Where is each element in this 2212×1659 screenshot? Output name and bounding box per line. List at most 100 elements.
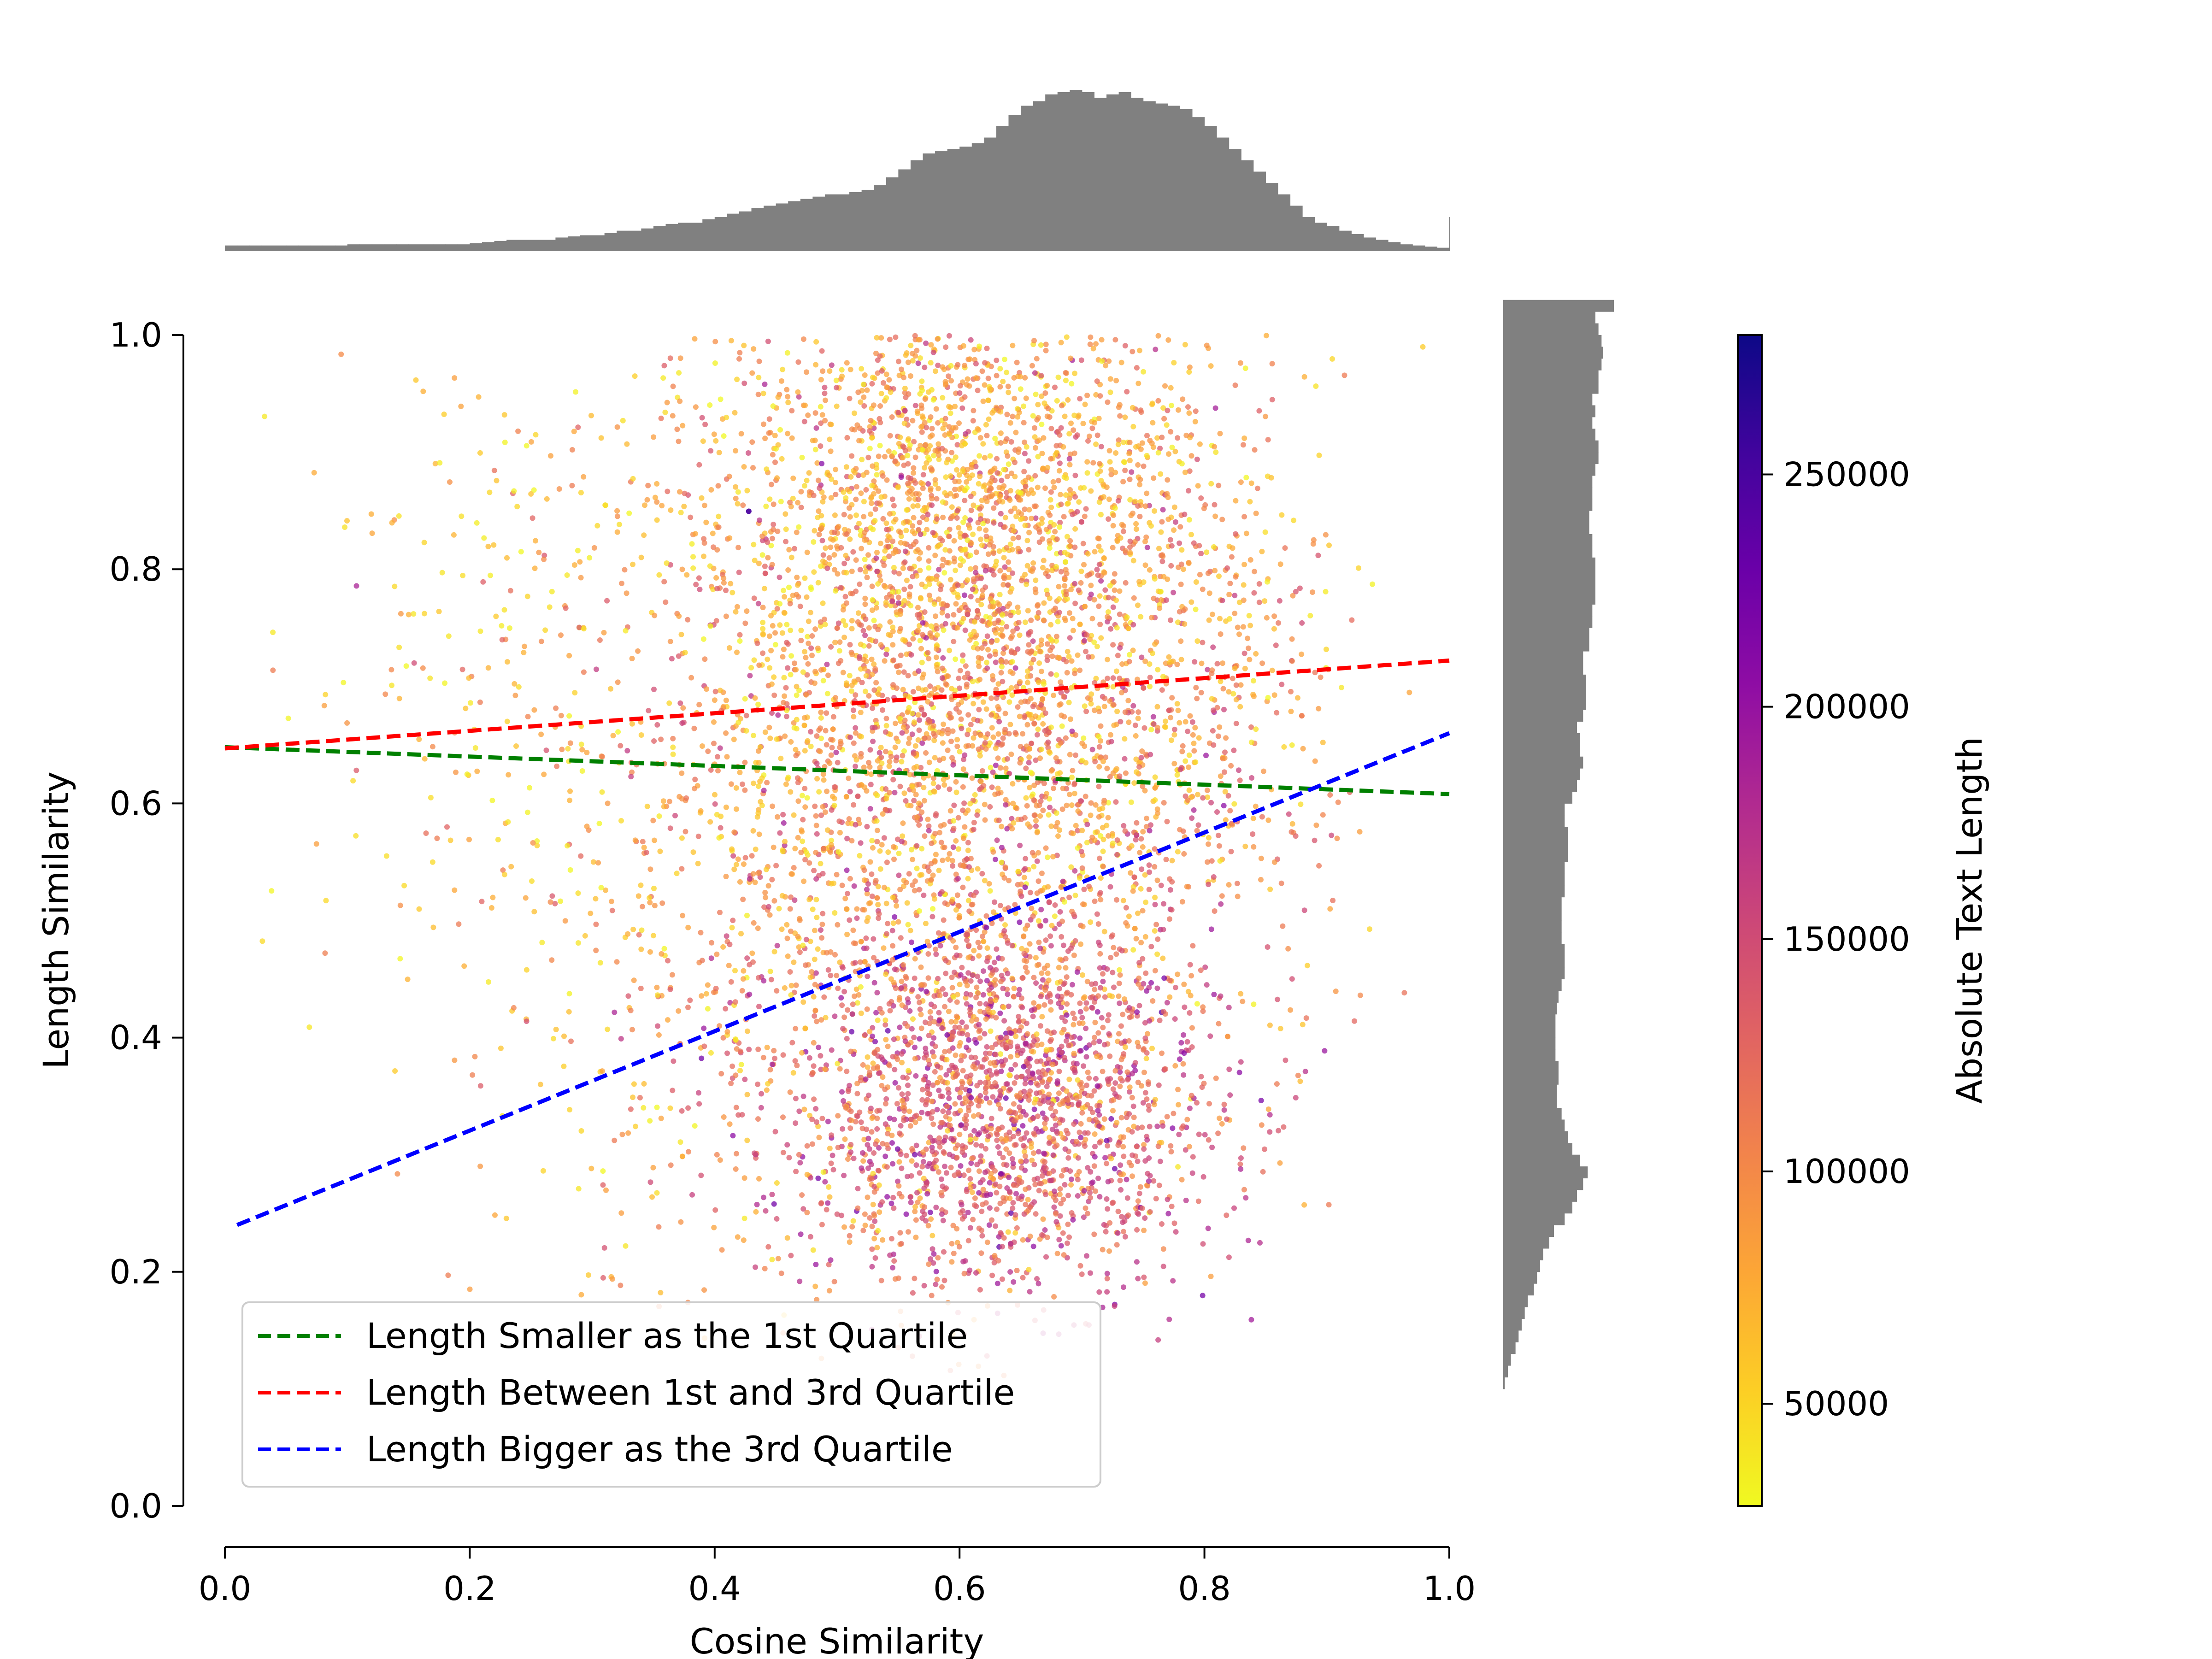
scatter-point (1334, 835, 1340, 841)
scatter-point (1042, 794, 1048, 800)
scatter-point (864, 387, 870, 393)
scatter-point (944, 459, 949, 465)
scatter-point (1259, 814, 1265, 820)
scatter-point (1124, 1069, 1130, 1075)
top-hist-bar (1021, 106, 1034, 251)
scatter-point (954, 737, 960, 742)
scatter-point (1067, 635, 1073, 641)
scatter-point (676, 438, 682, 444)
scatter-point (828, 752, 834, 758)
scatter-point (902, 541, 908, 547)
scatter-point (844, 1068, 850, 1074)
scatter-point (939, 1120, 945, 1126)
scatter-point (965, 807, 971, 813)
scatter-point (858, 754, 864, 760)
scatter-point (899, 1241, 904, 1247)
top-hist-bar (1290, 206, 1303, 251)
top-hist-bar (298, 245, 311, 251)
scatter-point (918, 964, 924, 970)
top-hist-bar (702, 219, 715, 251)
scatter-point (1002, 727, 1008, 732)
scatter-point (1112, 337, 1118, 343)
right-hist-bar (1503, 370, 1599, 382)
scatter-point (1010, 800, 1016, 806)
scatter-point (951, 818, 957, 824)
right-hist-bar (1503, 838, 1568, 851)
scatter-point (942, 432, 948, 438)
scatter-point (983, 924, 989, 930)
scatter-point (964, 1188, 970, 1194)
scatter-point (605, 800, 611, 806)
scatter-point (825, 672, 831, 678)
scatter-point (1139, 440, 1145, 446)
scatter-point (884, 594, 890, 600)
scatter-point (760, 390, 766, 396)
scatter-point (959, 965, 965, 971)
scatter-point (813, 970, 819, 976)
scatter-point (878, 745, 884, 751)
scatter-point (788, 789, 794, 795)
scatter-point (915, 737, 921, 743)
scatter-point (1047, 512, 1053, 518)
top-hist-bar (1364, 237, 1377, 251)
scatter-point (1112, 1303, 1118, 1309)
scatter-point (804, 477, 810, 483)
scatter-point (894, 663, 900, 669)
scatter-point (849, 838, 855, 844)
scatter-point (841, 1098, 846, 1104)
scatter-point (1218, 993, 1224, 999)
scatter-point (1070, 616, 1076, 622)
scatter-point (1098, 738, 1103, 744)
scatter-point (1014, 1074, 1020, 1080)
scatter-point (1000, 378, 1006, 384)
scatter-point (1033, 713, 1039, 719)
right-hist-bar (1503, 639, 1589, 652)
scatter-point (696, 575, 702, 581)
scatter-point (802, 857, 808, 863)
scatter-point (1127, 458, 1133, 464)
scatter-point (952, 404, 958, 409)
scatter-point (783, 539, 788, 545)
scatter-point (1000, 1154, 1006, 1160)
scatter-point (1031, 864, 1037, 870)
scatter-point (980, 483, 986, 489)
top-hist-bar (323, 245, 335, 251)
scatter-point (968, 494, 974, 499)
right-hist-bar (1503, 1108, 1562, 1120)
scatter-point (1002, 922, 1008, 928)
top-hist-bar (886, 177, 899, 251)
scatter-point (1060, 444, 1066, 450)
scatter-point (849, 453, 855, 459)
scatter-point (892, 789, 898, 795)
scatter-point (908, 342, 914, 348)
scatter-point (1048, 636, 1054, 642)
scatter-point (887, 535, 893, 541)
scatter-point (1014, 1225, 1020, 1231)
scatter-point (996, 719, 1002, 724)
scatter-point (987, 653, 993, 659)
scatter-point (968, 337, 974, 343)
scatter-point (766, 430, 772, 436)
scatter-point (1180, 396, 1186, 402)
scatter-point (903, 1153, 909, 1159)
scatter-point (1013, 429, 1019, 435)
scatter-point (1053, 638, 1059, 644)
scatter-point (1187, 468, 1193, 474)
scatter-point (1006, 699, 1012, 705)
scatter-point (815, 477, 821, 483)
scatter-point (839, 882, 845, 888)
scatter-point (911, 541, 917, 547)
scatter-point (916, 685, 921, 691)
scatter-point (977, 343, 982, 349)
scatter-point (1072, 581, 1078, 587)
scatter-point (1002, 515, 1008, 521)
scatter-point (984, 433, 990, 439)
scatter-point (1089, 425, 1095, 431)
scatter-point (713, 618, 719, 624)
scatter-point (1045, 641, 1050, 647)
scatter-point (1084, 470, 1090, 476)
scatter-point (1026, 759, 1032, 765)
scatter-point (1035, 878, 1041, 884)
scatter-point (1022, 506, 1028, 512)
scatter-point (824, 691, 830, 697)
